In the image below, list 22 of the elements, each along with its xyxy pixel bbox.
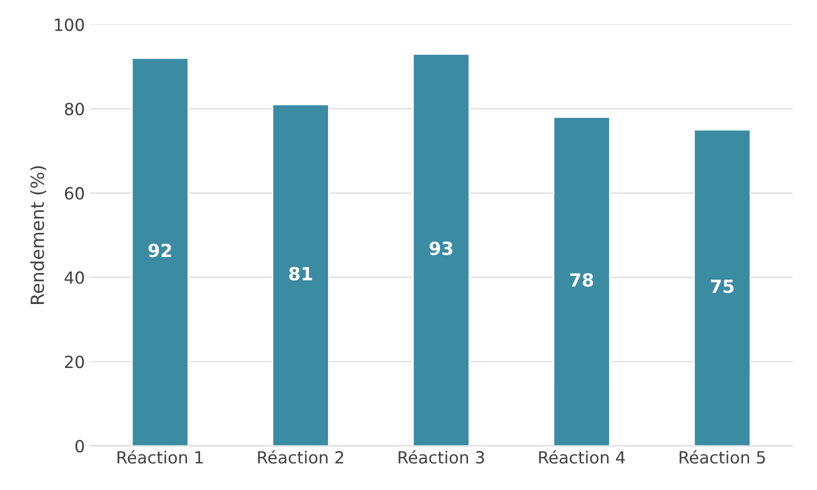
y-tick-label: 0 (76, 440, 84, 452)
data-label: 78 (570, 273, 594, 287)
data-label: 75 (710, 280, 734, 294)
y-tick-label: 80 (64, 102, 84, 116)
y-tick-label: 60 (64, 187, 84, 200)
bar (131, 58, 189, 446)
data-label: 93 (430, 242, 452, 256)
y-tick-label: 100 (55, 18, 84, 32)
y-tick-label: 20 (65, 356, 84, 368)
x-tick-label: Réaction 4 (539, 450, 625, 464)
x-tick-label: Réaction 1 (118, 450, 203, 464)
data-label: 92 (148, 244, 172, 258)
x-tick-label: Réaction 5 (680, 450, 765, 464)
bar (552, 116, 611, 446)
bar (693, 129, 752, 446)
bar (412, 53, 470, 446)
y-tick-label: 40 (64, 271, 84, 284)
bar (272, 104, 330, 446)
data-label: 81 (289, 266, 312, 280)
x-tick-label: Réaction 3 (398, 450, 484, 464)
x-tick-label: Réaction 2 (258, 450, 344, 464)
y-axis-title: Rendement (%) (30, 166, 46, 304)
